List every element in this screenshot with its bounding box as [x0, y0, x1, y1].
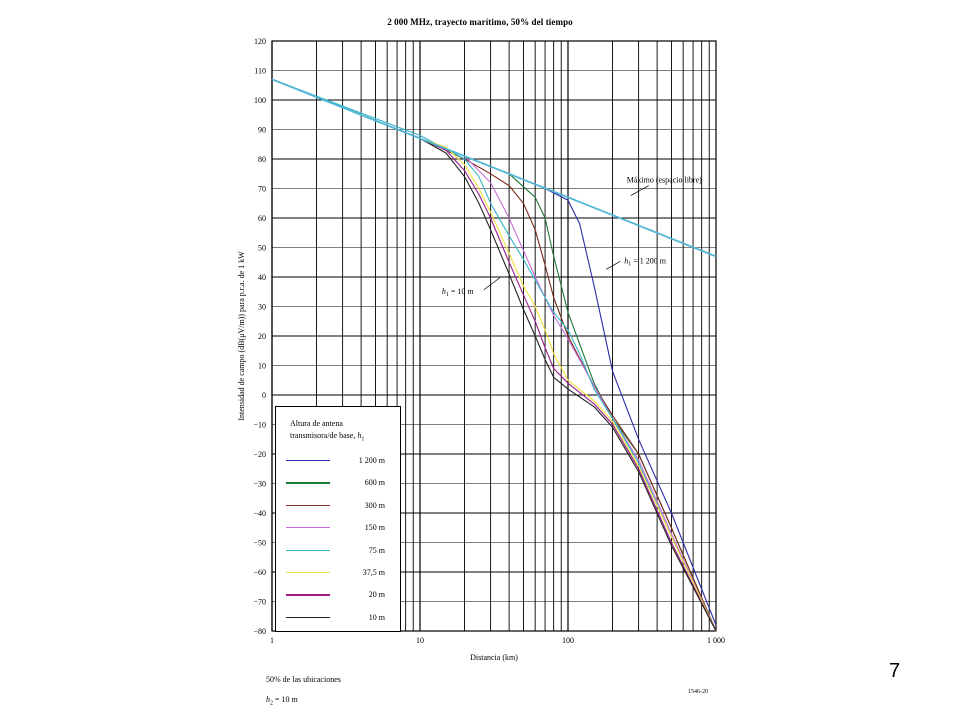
annotations: Máximo (espacio libre) h1 = 1 200 m h1 = 1…: [442, 176, 702, 298]
x-tick-label: 1: [270, 636, 274, 645]
legend-swatch: [286, 527, 330, 529]
legend-swatch: [286, 549, 330, 551]
legend-label: 600 m: [364, 478, 385, 488]
series-line-300-m: [271, 78, 717, 632]
y-tick-label: −40: [253, 509, 266, 518]
y-tick-label: 50: [258, 244, 266, 253]
y-tick-label: 10: [258, 362, 266, 371]
legend-item: 10 m: [286, 612, 396, 624]
legend: Altura de antena transmisora/de base, h1…: [275, 406, 401, 632]
y-tick-label: 30: [258, 303, 266, 312]
y-tick-label: 100: [254, 96, 266, 105]
y-tick-label: −30: [253, 480, 266, 489]
y-tick-label: 70: [258, 185, 266, 194]
legend-label: 20 m: [368, 590, 385, 600]
y-tick-label: −60: [253, 568, 266, 577]
legend-swatch: [286, 504, 330, 507]
series-line-37-5-m: [271, 78, 717, 632]
legend-item: 37,5 m: [286, 567, 396, 579]
plot-frame: [271, 40, 717, 632]
legend-swatch: [286, 616, 330, 619]
y-tick-label: 60: [258, 214, 266, 223]
series-lines: [271, 78, 717, 632]
chart-title: 2 000 MHz, trayecto marítimo, 50% del ti…: [387, 17, 573, 27]
x-tick-label: 10: [416, 636, 424, 645]
legend-label: 75 m: [368, 545, 385, 555]
footnote-locations: 50% de las ubicaciones: [266, 675, 341, 684]
x-tick-label: 100: [562, 636, 574, 645]
figure-code: 1546-20: [688, 689, 708, 695]
legend-item: 300 m: [286, 500, 396, 512]
y-tick-label: −80: [253, 627, 266, 636]
legend-label: 300 m: [364, 500, 385, 510]
legend-label: 150 m: [364, 523, 385, 533]
series-line-10-m: [271, 78, 717, 632]
legend-label: 1 200 m: [358, 456, 385, 465]
legend-title: Altura de antena transmisora/de base, h1: [290, 419, 365, 443]
legend-label: 10 m: [368, 612, 385, 622]
y-axis-label: Intensidad de campo (dB(μV/m)) para p.r.…: [237, 251, 246, 421]
legend-label: 37,5 m: [362, 568, 385, 577]
legend-item: 1 200 m: [286, 455, 396, 467]
annotation-arrow: [630, 185, 649, 196]
axes: 1201101009080706050403020100−10−20−30−40…: [237, 37, 725, 662]
y-tick-label: 40: [258, 273, 266, 282]
y-tick-label: 110: [254, 67, 266, 76]
legend-swatch: [286, 572, 330, 574]
legend-swatch: [286, 482, 330, 484]
y-tick-label: 80: [258, 155, 266, 164]
annotation-h1-1200: h1 = 1 200 m: [624, 256, 667, 267]
legend-item: 75 m: [286, 545, 396, 557]
legend-item: 150 m: [286, 522, 396, 534]
footnote-h2: h2 = 10 m: [266, 695, 298, 707]
annotation-h1-10: h1 = 10 m: [442, 287, 475, 298]
legend-swatch: [286, 460, 330, 462]
y-tick-label: 120: [254, 37, 266, 46]
y-tick-label: −10: [253, 421, 266, 430]
x-axis-label: Distancia (km): [470, 653, 518, 662]
legend-swatch: [286, 594, 330, 596]
y-tick-label: 20: [258, 332, 266, 341]
annotation-free-space: Máximo (espacio libre): [627, 176, 702, 185]
slide-number: 7: [889, 660, 901, 682]
y-tick-label: −70: [253, 598, 266, 607]
y-tick-label: 0: [262, 391, 266, 400]
series-line-m-ximo-espacio-libre-: [271, 78, 717, 258]
annotation-arrow: [483, 277, 501, 291]
series-line-75-m: [271, 78, 717, 632]
legend-item: 600 m: [286, 477, 396, 489]
y-tick-label: −50: [253, 539, 266, 548]
y-tick-label: 90: [258, 126, 266, 135]
annotation-arrow: [606, 260, 621, 270]
y-tick-label: −20: [253, 450, 266, 459]
series-line-20-m: [271, 78, 717, 632]
x-tick-label: 1 000: [707, 636, 725, 645]
legend-item: 20 m: [286, 589, 396, 601]
